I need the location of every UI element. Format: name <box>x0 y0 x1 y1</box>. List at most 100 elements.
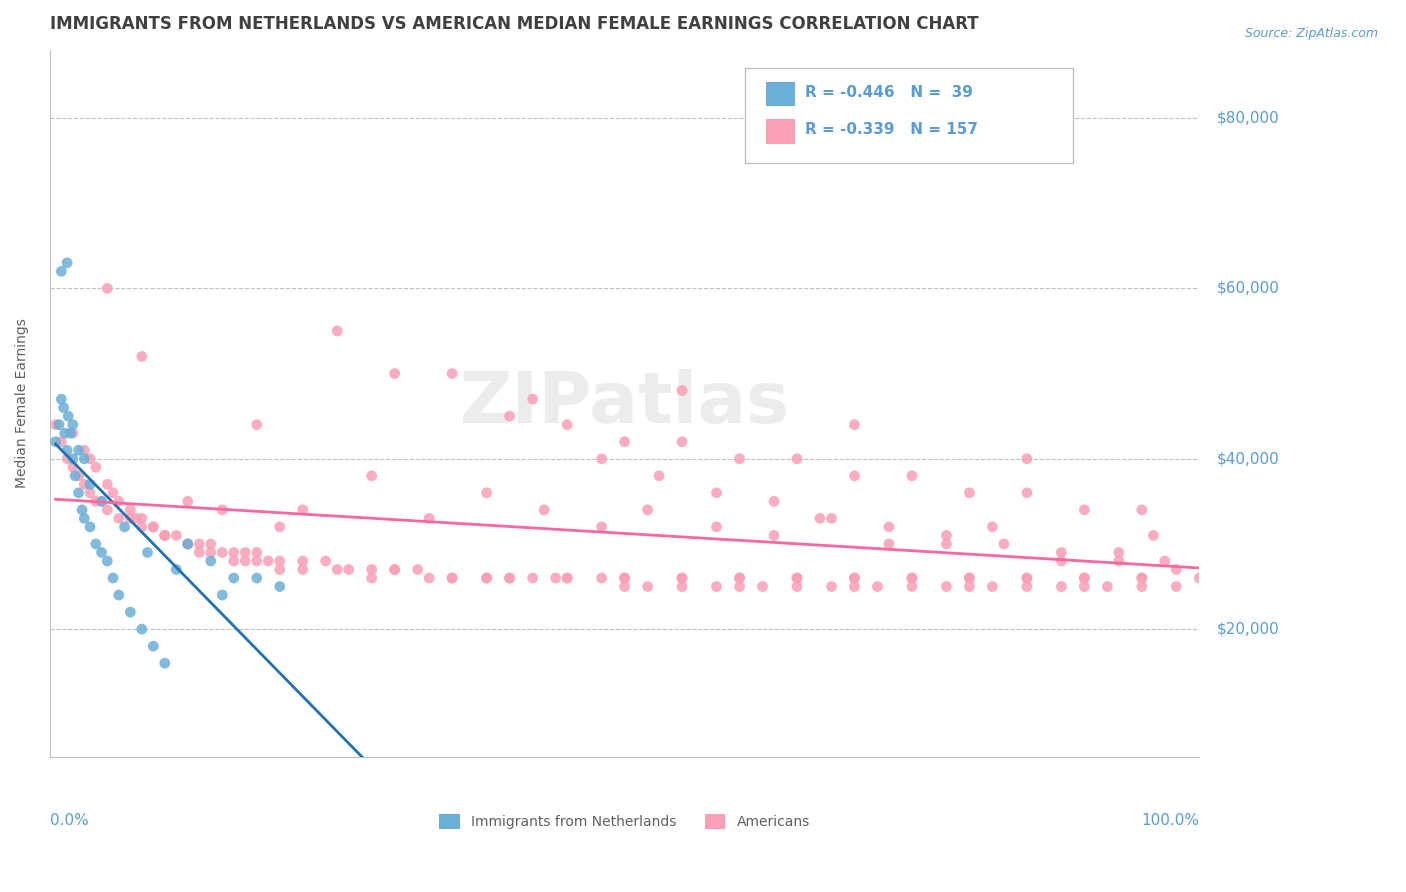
Point <box>211 503 233 517</box>
Point <box>131 622 153 636</box>
Point <box>53 426 76 441</box>
Point <box>96 554 118 568</box>
Point <box>58 409 80 424</box>
Point <box>706 485 728 500</box>
Text: IMMIGRANTS FROM NETHERLANDS VS AMERICAN MEDIAN FEMALE EARNINGS CORRELATION CHART: IMMIGRANTS FROM NETHERLANDS VS AMERICAN … <box>49 15 979 33</box>
Point <box>246 417 269 432</box>
Point <box>808 511 831 525</box>
Point <box>62 426 84 441</box>
Point <box>762 494 785 508</box>
Point <box>384 367 406 381</box>
Point <box>957 485 980 500</box>
Point <box>1050 580 1073 594</box>
Point <box>84 494 107 508</box>
Point <box>79 485 101 500</box>
Point <box>200 554 222 568</box>
Point <box>269 520 291 534</box>
Point <box>706 580 728 594</box>
Point <box>51 434 73 449</box>
Point <box>188 545 211 559</box>
Point <box>637 580 659 594</box>
Legend: Immigrants from Netherlands, Americans: Immigrants from Netherlands, Americans <box>434 809 815 835</box>
Point <box>1130 571 1153 585</box>
Point <box>418 571 440 585</box>
Point <box>844 468 866 483</box>
Point <box>246 545 269 559</box>
Point <box>79 451 101 466</box>
Text: $40,000: $40,000 <box>1216 451 1279 467</box>
Point <box>120 503 142 517</box>
Text: R = -0.446   N =  39: R = -0.446 N = 39 <box>806 85 973 100</box>
Point <box>728 571 751 585</box>
Point <box>1015 571 1038 585</box>
Point <box>555 571 578 585</box>
Point <box>498 409 520 424</box>
Point <box>73 451 96 466</box>
Point <box>153 528 176 542</box>
Point <box>79 520 101 534</box>
Point <box>993 537 1015 551</box>
Point <box>844 571 866 585</box>
Point <box>200 537 222 551</box>
Point <box>591 451 613 466</box>
Point <box>555 417 578 432</box>
Point <box>142 520 165 534</box>
Point <box>591 520 613 534</box>
Point <box>211 588 233 602</box>
Point <box>384 562 406 576</box>
Point <box>360 571 382 585</box>
Text: 100.0%: 100.0% <box>1142 814 1199 829</box>
Point <box>56 451 79 466</box>
Point <box>257 554 280 568</box>
Point <box>67 443 90 458</box>
Point <box>533 503 555 517</box>
Point <box>51 264 73 278</box>
Point <box>222 554 245 568</box>
Point <box>820 580 842 594</box>
Point <box>877 520 900 534</box>
Point <box>45 434 67 449</box>
Point <box>177 537 200 551</box>
Point <box>52 401 75 415</box>
Point <box>73 443 96 458</box>
Point <box>441 571 464 585</box>
Point <box>544 571 567 585</box>
Point <box>1050 545 1073 559</box>
Point <box>613 434 636 449</box>
Point <box>786 451 808 466</box>
Point <box>59 426 82 441</box>
Point <box>866 580 889 594</box>
Point <box>114 520 136 534</box>
Point <box>120 605 142 619</box>
Point <box>246 554 269 568</box>
Point <box>844 580 866 594</box>
Point <box>67 485 90 500</box>
Point <box>291 503 314 517</box>
Point <box>84 537 107 551</box>
Point <box>222 571 245 585</box>
Point <box>1108 554 1130 568</box>
Point <box>1073 571 1095 585</box>
Text: R = -0.339   N = 157: R = -0.339 N = 157 <box>806 122 979 137</box>
Point <box>67 468 90 483</box>
Point <box>51 392 73 406</box>
Point <box>957 571 980 585</box>
Point <box>1108 545 1130 559</box>
Point <box>153 528 176 542</box>
Point <box>786 580 808 594</box>
Text: Source: ZipAtlas.com: Source: ZipAtlas.com <box>1244 27 1378 40</box>
Point <box>1015 485 1038 500</box>
Point <box>751 580 773 594</box>
Point <box>901 468 924 483</box>
Point <box>522 392 544 406</box>
Point <box>498 571 520 585</box>
Point <box>877 537 900 551</box>
Point <box>1142 528 1164 542</box>
Point <box>177 537 200 551</box>
Point <box>233 554 256 568</box>
Point <box>762 528 785 542</box>
Point <box>706 520 728 534</box>
Point <box>671 434 693 449</box>
Text: ZIPatlas: ZIPatlas <box>460 369 790 438</box>
Point <box>142 520 165 534</box>
